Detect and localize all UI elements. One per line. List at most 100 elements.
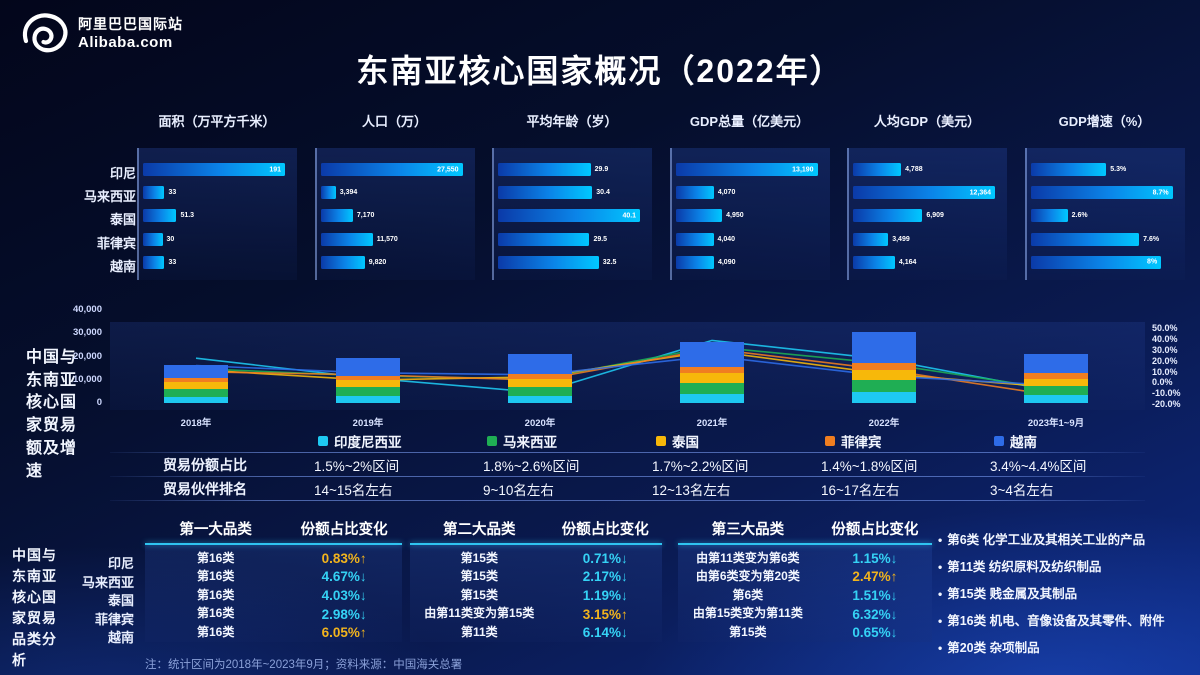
legend-swatch-菲律宾 [825, 436, 835, 446]
bar-越南: 8% [1030, 255, 1162, 269]
category-change: 4.67%↓ [321, 569, 367, 585]
bar-value-label: 32.5 [602, 258, 617, 266]
category-table-2-header: 第二大品类 份额占比变化 [410, 519, 662, 541]
stack-segment-马来西亚 [852, 380, 916, 393]
bar-value-label: 29.9 [594, 166, 609, 174]
category-row-泰国: 第15类 1.19%↓ [410, 586, 662, 605]
bar-印尼 [1030, 163, 1107, 177]
bar-越南 [143, 255, 165, 269]
category-row-菲律宾: 由第11类变为第15类 3.15%↑ [410, 605, 662, 624]
bar-row-泰国: 2.6% [1030, 204, 1179, 227]
stack-segment-泰国 [508, 378, 572, 387]
bar-value-label: 40.1 [622, 212, 637, 220]
bar-value-label: 29.5 [593, 235, 608, 243]
bar-value-label: 13,190 [792, 166, 814, 174]
category-table-1-body: 第16类 0.83%↑ 第16类 4.67%↓ 第16类 4.03%↓ 第16类 2.98%↓… [145, 545, 402, 642]
country-label-印尼: 印尼 [107, 556, 134, 571]
bullet-icon: • [938, 641, 943, 655]
country-labels-column: 印尼 马来西亚 泰国 菲律宾 越南 [56, 162, 136, 278]
category-name: 第15类 [729, 624, 767, 639]
x-label-2022年: 2022年 [868, 418, 900, 429]
country-label-泰国: 泰国 [107, 593, 134, 609]
mini-chart-2: 人口（万） 27,550 3,394 7,170 11,570 9,820 [314, 112, 475, 280]
bar-row-泰国: 51.3 [143, 204, 291, 227]
category-row-菲律宾: 第16类 2.98%↓ [145, 605, 402, 624]
category-change: 0.83%↑ [321, 550, 367, 566]
category-row-越南: 第16类 6.05%↑ [145, 623, 402, 642]
table-3-col1: 第三大品类 [711, 522, 785, 538]
category-table-3-header: 第三大品类 份额占比变化 [678, 519, 932, 541]
bar-value-label: 8% [1147, 258, 1158, 266]
bar-泰国 [1030, 209, 1068, 223]
table-1-col1: 第一大品类 [179, 522, 252, 538]
bar-row-泰国: 4,950 [675, 204, 824, 227]
category-row-马来西亚: 第15类 2.17%↓ [410, 568, 662, 587]
mini-chart-panel: 5.3% 8.7% 2.6% 7.6% 8% [1024, 148, 1185, 280]
stack-segment-马来西亚 [680, 383, 744, 394]
category-row-越南: 第15类 0.65%↓ [678, 623, 932, 642]
bar-row-越南: 32.5 [498, 251, 646, 274]
bar-value-label: 27,550 [437, 166, 459, 174]
trade-row-label: 贸易伙伴排名 [163, 480, 247, 497]
mini-chart-title: 人口（万） [361, 114, 427, 129]
category-name: 由第15类变为第11类 [692, 606, 803, 621]
trade-cell: 3.4%~4.4%区间 [990, 458, 1087, 474]
category-row-马来西亚: 第16类 4.67%↓ [145, 568, 402, 587]
trade-section: 中国与东南亚核心国家贸易额及增速 40,000 30,000 20,000 10,00… [0, 295, 1200, 507]
category-change: 1.51%↓ [852, 587, 898, 603]
mini-chart-panel: 27,550 3,394 7,170 11,570 9,820 [314, 148, 475, 280]
category-code-legend: • 第6类 化学工业及其相关工业的产品 • 第11类 纺织原料及纺织制品 • 第15类 贱… [938, 529, 1196, 664]
table-3-underline [678, 543, 932, 545]
category-legend-item: • 第11类 纺织原料及纺织制品 [938, 556, 1196, 583]
bar-value-label: 9,820 [368, 258, 387, 266]
bar-印尼: 191 [143, 163, 286, 177]
bar-row-菲律宾: 7.6% [1030, 228, 1179, 251]
bar-马来西亚 [498, 186, 593, 200]
bar-row-马来西亚: 8.7% [1030, 181, 1179, 204]
category-row-马来西亚: 由第6类变为第20类 2.47%↑ [678, 568, 932, 587]
bar-value-label: 30 [166, 235, 175, 243]
bar-value-label: 33 [168, 189, 177, 197]
bar-泰国 [853, 209, 923, 223]
bar-row-马来西亚: 30.4 [498, 181, 646, 204]
table-2-col1: 第二大品类 [443, 522, 516, 538]
bar-马来西亚: 8.7% [1030, 186, 1173, 200]
category-legend-text: 第16类 机电、音像设备及其零件、附件 [947, 614, 1165, 628]
stack-segment-马来西亚 [164, 388, 228, 397]
table-2-col2: 份额占比变化 [561, 522, 649, 538]
trade-table-row-贸易份额占比: 贸易份额占比 1.5%~2%区间 1.8%~2.6%区间 1.7%~2.2%区间 1.4… [110, 453, 1145, 476]
stack-segment-泰国 [336, 379, 400, 388]
bar-value-label: 5.3% [1110, 166, 1127, 174]
bar-value-label: 12,364 [969, 189, 992, 197]
mini-chart-5: 人均GDP（美元） 4,788 12,364 6,909 3,499 4,164 [847, 112, 1007, 280]
table-1-underline [145, 543, 402, 545]
legend-item-越南: 越南 [976, 431, 1145, 451]
category-name: 第15类 [460, 587, 498, 602]
right-axis-tick: 50.0% [1152, 323, 1178, 333]
bar-印尼: 27,550 [320, 163, 463, 177]
bullet-icon: • [938, 587, 943, 601]
mini-chart-title: GDP增速（%） [1058, 114, 1151, 129]
left-axis-tick: 10,000 [72, 373, 102, 385]
stack-segment-马来西亚 [336, 387, 400, 397]
bar-value-label: 51.3 [180, 212, 195, 220]
bar-row-印尼: 4,788 [853, 158, 1001, 181]
bar-value-label: 4,164 [898, 258, 917, 266]
bar-value-label: 33 [168, 258, 177, 266]
mini-chart-panel: 29.9 30.4 40.1 29.5 32.5 [492, 148, 652, 280]
bar-row-印尼: 27,550 [320, 158, 469, 181]
category-row-菲律宾: 由第15类变为第11类 6.32%↓ [678, 605, 932, 624]
category-row-泰国: 第16类 4.03%↓ [145, 586, 402, 605]
page-title: 东南亚核心国家概况（2022年） [356, 53, 844, 89]
category-name: 第16类 [196, 569, 235, 584]
legend-spacer [110, 431, 300, 451]
legend-swatch-马来西亚 [487, 436, 497, 446]
category-name: 第15类 [460, 569, 498, 584]
table-2-underline [410, 543, 662, 545]
legend-item-菲律宾: 菲律宾 [807, 431, 976, 451]
stack-segment-马来西亚 [508, 386, 572, 396]
mini-chart-1: 面积（万平方千米） 191 33 51.3 30 33 [137, 112, 297, 280]
bullet-icon: • [938, 560, 943, 574]
bar-value-label: 3,499 [892, 235, 910, 243]
mini-chart-4: GDP总量（亿美元） 13,190 4,070 4,950 4,040 4,090 [669, 112, 830, 280]
